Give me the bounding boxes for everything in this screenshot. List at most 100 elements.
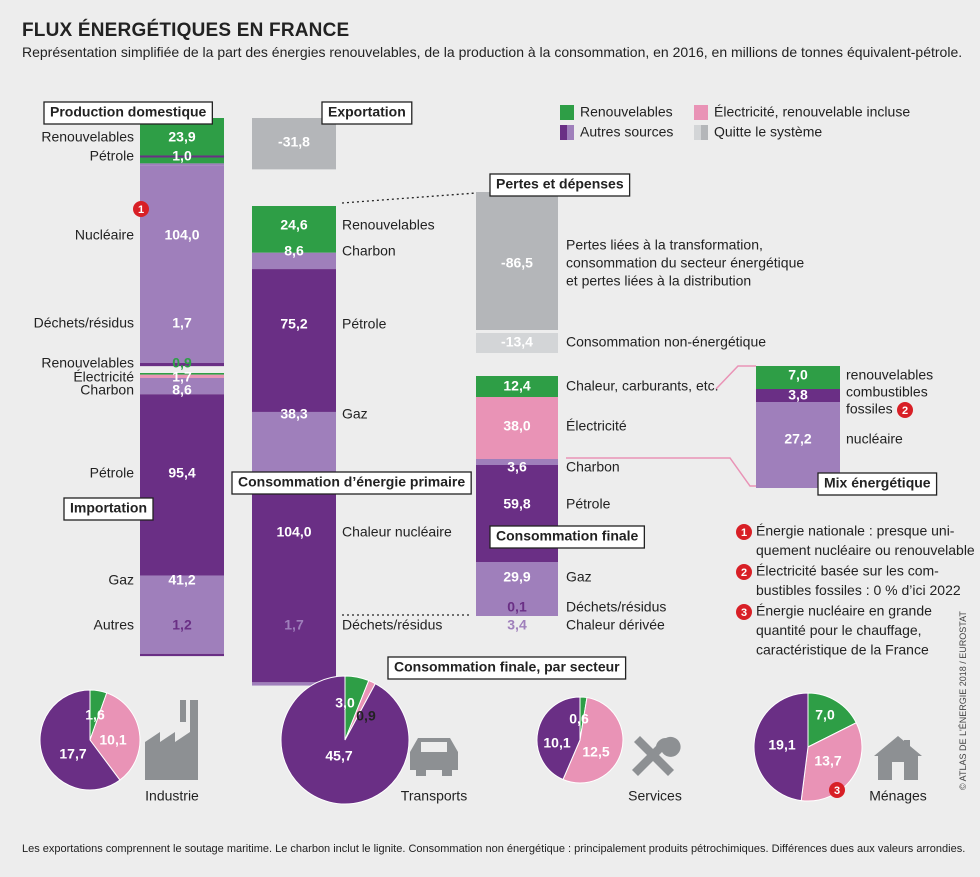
- mix-value-renouvelables: 7,0: [788, 367, 808, 383]
- note-3-line-3: caractéristique de la France: [756, 642, 929, 658]
- production-segment-nucleaire: [140, 165, 224, 363]
- primaire-value-renouvelables: 24,6: [280, 217, 307, 233]
- production-title: Production domestique: [50, 104, 207, 120]
- production-category-renouvelables: Renouvelables: [41, 129, 134, 145]
- tools-icon: [632, 736, 681, 776]
- finale-segment-dechets-residus: [476, 612, 558, 614]
- sector-name-transports: Transports: [401, 788, 467, 804]
- primaire-segment-dechets-residus: [252, 682, 336, 686]
- primaire-segment-renouvelables: [252, 206, 336, 253]
- pie-transports-label-renouvelables: 3,0: [335, 695, 355, 711]
- primaire-category-renouvelables: Renouvelables: [342, 217, 435, 233]
- legend-swatch-a: [560, 125, 567, 140]
- primaire-category-petrole: Pétrole: [342, 316, 387, 332]
- chart-subtitle: Représentation simplifiée de la part des…: [22, 44, 963, 60]
- pie-menages-slice-electricite: [800, 722, 863, 802]
- primaire-category-charbon: Charbon: [342, 243, 396, 259]
- importation-value-electricite: 1,7: [172, 369, 192, 385]
- primaire-segment-chaleur-nucleaire: [252, 484, 336, 683]
- pie-transports-label-autres-sources: 45,7: [325, 748, 352, 764]
- note-list-badge-2: [736, 564, 752, 580]
- finale-category-chaleur-carburants-etc: Chaleur, carburants, etc.: [566, 378, 719, 394]
- mix-label-fossiles-1: combustibles: [846, 384, 928, 400]
- pie-industrie-label-autres-sources: 17,7: [59, 746, 86, 762]
- pie-industrie-slice-autres-sources: [39, 689, 121, 791]
- finale-segment-chaleur-carburants-etc: [476, 376, 558, 397]
- primaire-category-dechets-residus: Déchets/résidus: [342, 617, 442, 633]
- finale-category-gaz: Gaz: [566, 569, 592, 585]
- footnote: Les exportations comprennent le soutage …: [22, 843, 966, 855]
- primaire-value-gaz: 38,3: [280, 406, 307, 422]
- note-list-badge-3-number: 3: [741, 607, 747, 619]
- finale-title-box: [489, 525, 646, 549]
- export-title-box: [321, 101, 413, 125]
- primaire-segment-charbon: [252, 252, 336, 270]
- pertes-category-non-energetique: Consommation non-énergétique: [566, 334, 766, 350]
- production-value-dechets-residus: 1,7: [172, 315, 192, 331]
- primaire-value-petrole: 75,2: [280, 316, 307, 332]
- finale-title: Consommation finale: [496, 528, 639, 544]
- primaire-value-dechets-residus: 1,7: [284, 617, 304, 633]
- pie-industrie-label-renouvelables: 1,6: [85, 707, 105, 723]
- primaire-title-box: [231, 471, 472, 495]
- mix-value-nucleaire: 27,2: [784, 431, 811, 447]
- note-list-badge-2-number: 2: [741, 567, 747, 579]
- production-category-dechets-residus: Déchets/résidus: [34, 315, 134, 331]
- note-list-badge-1-number: 1: [741, 527, 747, 539]
- note-1-line-1: Énergie nationale : presque uni-: [756, 523, 955, 539]
- pertes-title-box: [489, 173, 631, 197]
- production-segment-petrole-line: [140, 155, 224, 158]
- note-badge-1-number: 1: [138, 204, 144, 216]
- finale-value-dechets-residus: 0,1: [507, 599, 527, 615]
- note-1-line-2: quement nucléaire ou renouvelable: [756, 542, 975, 558]
- export-value: -31,8: [278, 134, 310, 150]
- legend-label-renouvelables: Renouvelables: [580, 104, 673, 120]
- production-value-nucleaire: 104,0: [164, 227, 199, 243]
- primaire-segment-petrole: [252, 269, 336, 412]
- importation-category-renouvelables: Renouvelables: [41, 355, 134, 371]
- finale-segment-chaleur-derivee: [476, 614, 558, 616]
- legend-swatch-a: [694, 125, 701, 140]
- primaire-category-gaz: Gaz: [342, 406, 368, 422]
- pertes-text-line-3: et pertes liées à la distribution: [566, 273, 751, 289]
- primaire-value-charbon: 8,6: [284, 243, 304, 259]
- finale-value-gaz: 29,9: [503, 569, 530, 585]
- importation-title: Importation: [70, 500, 147, 516]
- note-list-badge-3: [736, 604, 752, 620]
- importation-category-gaz: Gaz: [108, 572, 134, 588]
- legend-label-electricite-renouvelable-incluse: Électricité, renouvelable incluse: [714, 104, 910, 120]
- importation-category-autres: Autres: [94, 617, 134, 633]
- pertes-value-transformation: -86,5: [501, 255, 533, 271]
- note-badge-2-number: 2: [902, 405, 908, 417]
- pertes-connector: [341, 192, 477, 204]
- note-list-badge-1: [736, 524, 752, 540]
- finale-segment-charbon: [476, 459, 558, 465]
- mix-title: Mix énergétique: [824, 475, 931, 491]
- note-2-line-2: bustibles fossiles : 0 % d’ici 2022: [756, 582, 961, 598]
- sector-name-industrie: Industrie: [145, 788, 199, 804]
- primaire-title: Consommation d’énergie primaire: [238, 474, 465, 490]
- importation-segment-renouvelables: [140, 373, 224, 375]
- finale-category-charbon: Charbon: [566, 459, 620, 475]
- pie-services-label-renouvelables: 0,6: [569, 711, 589, 727]
- note-badge-3-number: 3: [834, 785, 840, 797]
- finale-value-electricite: 38,0: [503, 418, 530, 434]
- importation-category-petrole: Pétrole: [90, 465, 135, 481]
- finale-category-dechets-residus: Déchets/résidus: [566, 599, 666, 615]
- finale-segment-gaz: [476, 562, 558, 612]
- mix-connector-top: [715, 365, 756, 390]
- mix-connector-bottom: [566, 457, 756, 487]
- mix-label-nucleaire: nucléaire: [846, 431, 903, 447]
- finale-category-electricite: Électricité: [566, 418, 627, 434]
- importation-value-autres: 1,2: [172, 617, 192, 633]
- house-icon: [874, 736, 922, 780]
- production-category-nucleaire: Nucléaire: [75, 227, 134, 243]
- importation-segment-petrole: [140, 394, 224, 576]
- sector-name-menages: Ménages: [869, 788, 927, 804]
- mix-value-combustibles-fossiles: 3,8: [788, 387, 808, 403]
- production-segment-dechets-residus: [140, 362, 224, 367]
- importation-category-charbon: Charbon: [80, 382, 134, 398]
- production-title-box: [43, 101, 213, 125]
- mix-title-box: [817, 472, 938, 496]
